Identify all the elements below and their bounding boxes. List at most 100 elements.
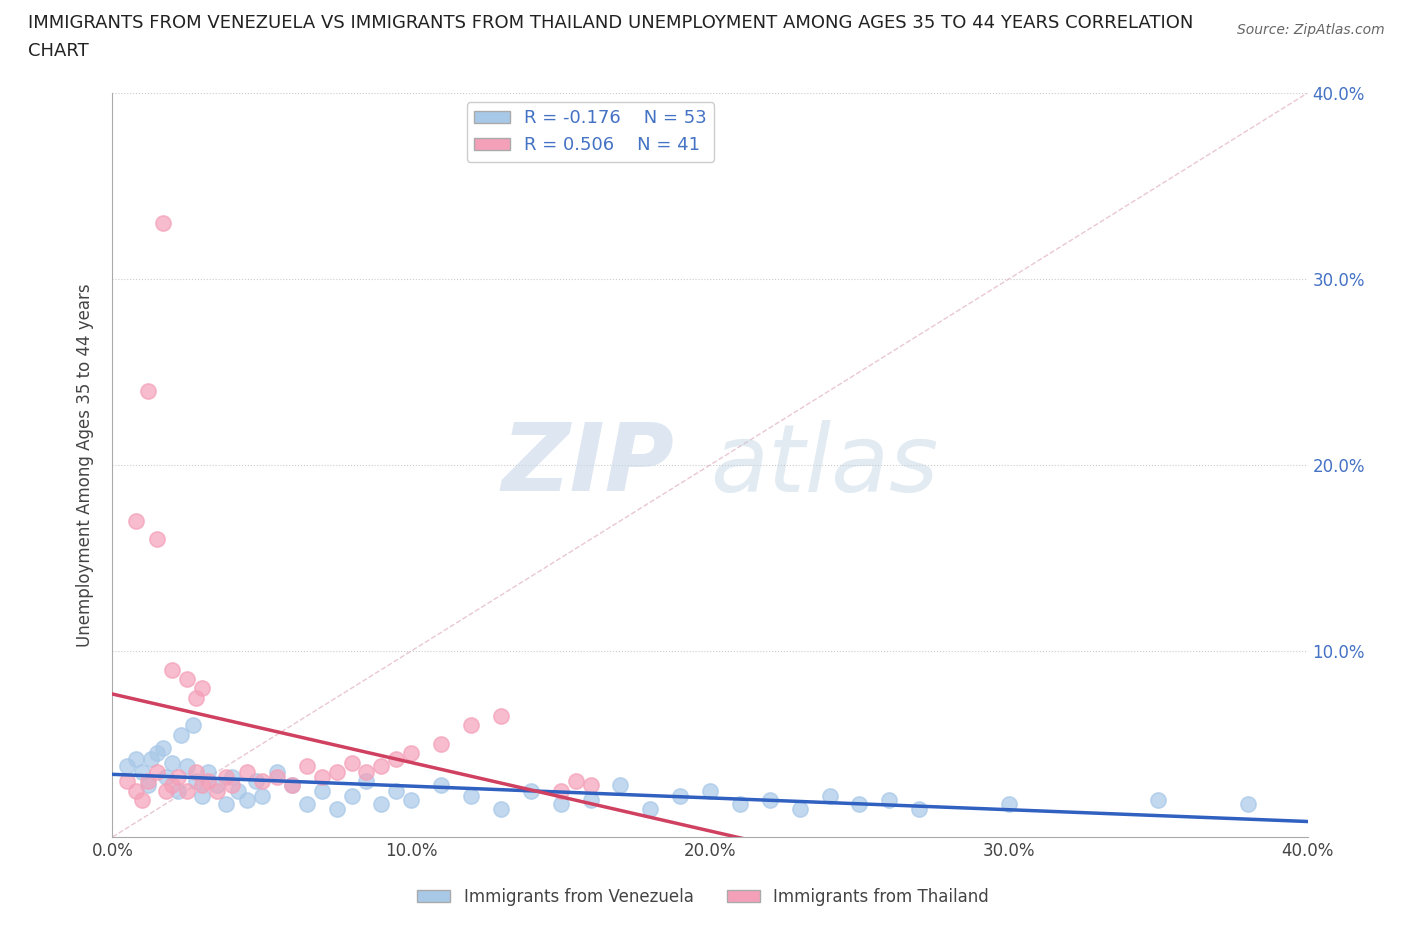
- Point: [152, 216, 174, 231]
- Point: [564, 774, 586, 789]
- Point: [146, 764, 169, 779]
- Point: [221, 777, 243, 792]
- Point: [520, 783, 543, 798]
- Point: [250, 774, 273, 789]
- Point: [430, 777, 453, 792]
- Point: [669, 789, 692, 804]
- Point: [117, 759, 139, 774]
- Point: [430, 737, 453, 751]
- Point: [181, 718, 204, 733]
- Point: [152, 740, 174, 755]
- Point: [295, 759, 318, 774]
- Point: [117, 774, 139, 789]
- Point: [550, 783, 572, 798]
- Point: [236, 764, 259, 779]
- Point: [226, 783, 249, 798]
- Point: [370, 759, 392, 774]
- Point: [170, 727, 193, 742]
- Point: [640, 802, 662, 817]
- Point: [879, 792, 901, 807]
- Point: [176, 759, 198, 774]
- Point: [908, 802, 931, 817]
- Point: [325, 802, 347, 817]
- Point: [340, 789, 363, 804]
- Point: [197, 774, 219, 789]
- Point: [266, 770, 288, 785]
- Point: [221, 770, 243, 785]
- Point: [281, 777, 304, 792]
- Point: [155, 770, 177, 785]
- Point: [138, 774, 160, 789]
- Point: [125, 513, 148, 528]
- Point: [186, 774, 208, 789]
- Point: [167, 770, 190, 785]
- Text: CHART: CHART: [28, 42, 89, 60]
- Point: [205, 777, 228, 792]
- Point: [250, 789, 273, 804]
- Point: [191, 777, 214, 792]
- Point: [489, 709, 512, 724]
- Point: [281, 777, 304, 792]
- Text: ZIP: ZIP: [502, 419, 675, 511]
- Point: [146, 746, 169, 761]
- Point: [579, 792, 602, 807]
- Point: [1147, 792, 1170, 807]
- Point: [155, 783, 177, 798]
- Point: [356, 764, 378, 779]
- Point: [125, 783, 148, 798]
- Text: atlas: atlas: [710, 419, 938, 511]
- Point: [848, 796, 870, 811]
- Point: [162, 777, 183, 792]
- Point: [191, 681, 214, 696]
- Point: [385, 751, 408, 766]
- Point: [295, 796, 318, 811]
- Point: [138, 777, 160, 792]
- Point: [215, 796, 238, 811]
- Point: [186, 690, 208, 705]
- Point: [579, 777, 602, 792]
- Point: [818, 789, 841, 804]
- Point: [489, 802, 512, 817]
- Point: [197, 764, 219, 779]
- Point: [162, 755, 183, 770]
- Point: [167, 783, 190, 798]
- Point: [356, 774, 378, 789]
- Point: [141, 751, 163, 766]
- Text: IMMIGRANTS FROM VENEZUELA VS IMMIGRANTS FROM THAILAND UNEMPLOYMENT AMONG AGES 35: IMMIGRANTS FROM VENEZUELA VS IMMIGRANTS …: [28, 14, 1194, 32]
- Legend: R = -0.176    N = 53, R = 0.506    N = 41: R = -0.176 N = 53, R = 0.506 N = 41: [467, 102, 714, 162]
- Point: [131, 764, 153, 779]
- Point: [460, 789, 482, 804]
- Point: [311, 783, 333, 798]
- Point: [460, 718, 482, 733]
- Point: [245, 774, 267, 789]
- Point: [1237, 796, 1260, 811]
- Point: [401, 792, 423, 807]
- Point: [125, 751, 148, 766]
- Point: [550, 796, 572, 811]
- Point: [699, 783, 721, 798]
- Point: [385, 783, 408, 798]
- Point: [176, 783, 198, 798]
- Legend: Immigrants from Venezuela, Immigrants from Thailand: Immigrants from Venezuela, Immigrants fr…: [411, 881, 995, 912]
- Point: [609, 777, 631, 792]
- Point: [186, 764, 208, 779]
- Point: [205, 783, 228, 798]
- Point: [311, 770, 333, 785]
- Point: [215, 770, 238, 785]
- Point: [146, 532, 169, 547]
- Point: [789, 802, 811, 817]
- Point: [162, 662, 183, 677]
- Point: [370, 796, 392, 811]
- Point: [401, 746, 423, 761]
- Point: [266, 764, 288, 779]
- Point: [728, 796, 751, 811]
- Point: [759, 792, 782, 807]
- Point: [340, 755, 363, 770]
- Point: [131, 792, 153, 807]
- Point: [138, 383, 160, 398]
- Point: [998, 796, 1021, 811]
- Point: [191, 789, 214, 804]
- Y-axis label: Unemployment Among Ages 35 to 44 years: Unemployment Among Ages 35 to 44 years: [76, 284, 94, 646]
- Point: [236, 792, 259, 807]
- Point: [325, 764, 347, 779]
